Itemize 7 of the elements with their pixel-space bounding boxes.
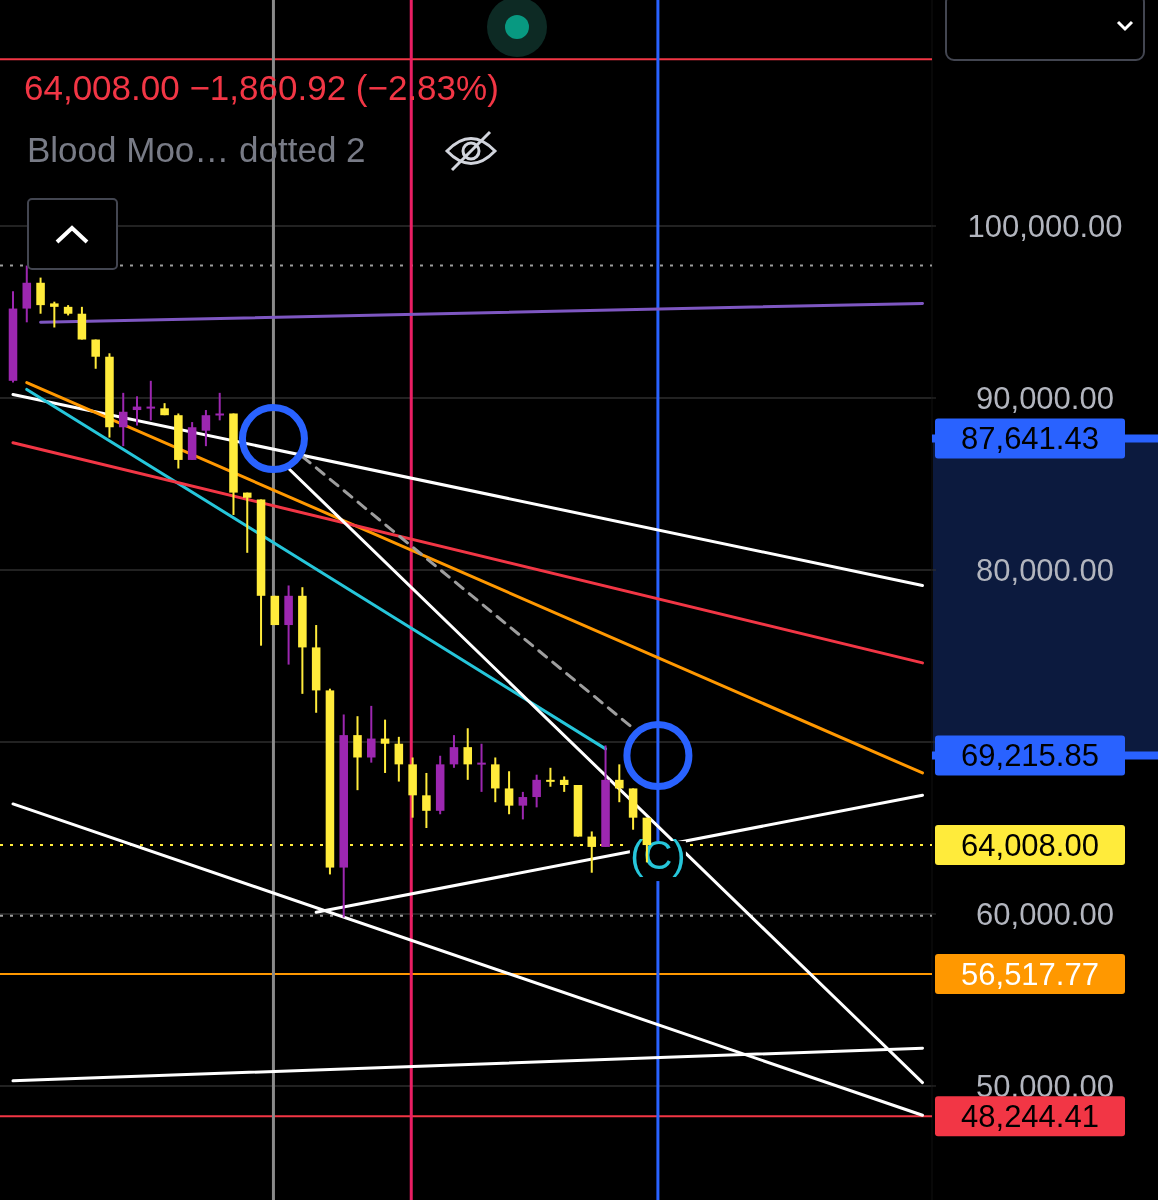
y-tick-label: 60,000.00 — [976, 896, 1114, 932]
y-tick-label: 90,000.00 — [976, 380, 1114, 416]
y-tick-label: 100,000.00 — [967, 208, 1123, 244]
annotation: (C) — [630, 833, 686, 878]
ref-line-label: 64,008.00 — [961, 827, 1099, 863]
y-tick-label: 80,000.00 — [976, 552, 1114, 588]
ref-line-label: 56,517.77 — [961, 956, 1099, 992]
